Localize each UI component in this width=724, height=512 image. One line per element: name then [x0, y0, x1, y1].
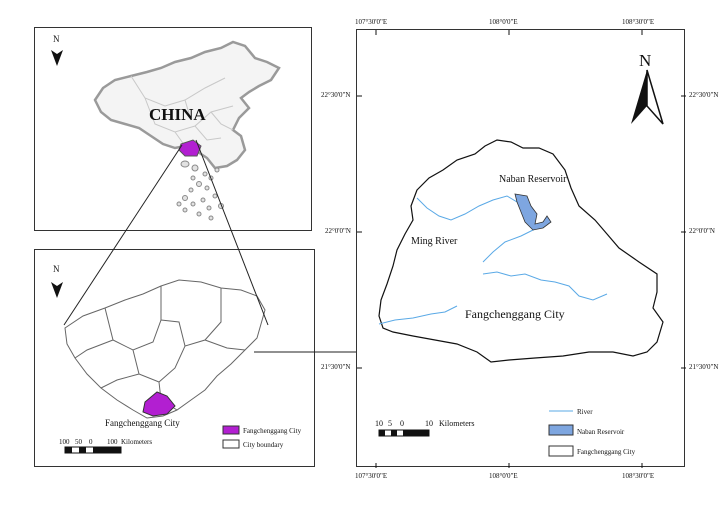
region-city-label: Fangchenggang City: [105, 418, 180, 428]
bottom-tick-1: 107°30'0"E: [355, 472, 388, 480]
detail-legend: River Naban Reservoir Fangchenggang City: [548, 408, 636, 457]
north-arrow-icon: N: [51, 34, 63, 66]
region-scale-bar: 100 50 0 100 Kilometers: [59, 438, 152, 454]
right-tick-3: 21°30'0"N: [689, 363, 719, 371]
svg-text:Kilometers: Kilometers: [439, 419, 475, 428]
svg-text:100: 100: [107, 438, 118, 446]
bottom-tick-2: 108°0'0"E: [489, 472, 518, 480]
river-label: Ming River: [411, 236, 458, 247]
region-map-svg: Fangchenggang City N 100 50 0 100 Kilome…: [51, 264, 302, 454]
region-map-panel: Fangchenggang City N 100 50 0 100 Kilome…: [34, 249, 315, 467]
naban-reservoir: [514, 193, 552, 231]
svg-text:Fangchenggang City: Fangchenggang City: [243, 427, 302, 435]
region-highlight-city: [142, 391, 176, 417]
svg-text:N: N: [53, 264, 60, 274]
svg-text:N: N: [639, 51, 651, 70]
top-tick-2: 108°0'0"E: [489, 18, 518, 26]
svg-text:City boundary: City boundary: [243, 441, 284, 449]
north-arrow-icon: N: [51, 264, 63, 298]
reservoir-label: Naban Reservoir: [499, 174, 567, 185]
svg-text:Kilometers: Kilometers: [121, 438, 152, 446]
north-arrow-icon: N: [631, 51, 664, 125]
right-tick-2: 22°0'0"N: [689, 227, 715, 235]
south-sea-islands: [176, 164, 224, 221]
right-tick-1: 22°30'0"N: [689, 91, 719, 99]
bottom-tick-3: 108°30'0"E: [622, 472, 655, 480]
top-tick-1: 107°30'0"E: [355, 18, 388, 26]
svg-text:Naban Reservoir: Naban Reservoir: [577, 428, 625, 436]
svg-text:0: 0: [400, 419, 404, 428]
china-label: CHINA: [149, 105, 206, 124]
china-map-svg: CHINA N: [51, 34, 281, 221]
left-tick-1: 22°30'0"N: [321, 91, 351, 99]
detail-map-svg: Naban Reservoir Ming River Fangchenggang…: [357, 30, 686, 468]
svg-text:50: 50: [75, 438, 83, 446]
detail-scale-bar: 10 5 0 10 Kilometers: [375, 419, 475, 437]
detail-map-panel: Naban Reservoir Ming River Fangchenggang…: [356, 29, 686, 468]
region-legend: Fangchenggang City City boundary: [222, 425, 302, 449]
svg-text:10: 10: [425, 419, 433, 428]
svg-text:Fangchenggang City: Fangchenggang City: [577, 448, 636, 456]
rivers: [378, 195, 608, 325]
left-tick-2: 22°0'0"N: [325, 227, 351, 235]
svg-text:100: 100: [59, 438, 70, 446]
china-map-panel: CHINA N: [34, 27, 312, 231]
top-tick-3: 108°30'0"E: [622, 18, 655, 26]
city-boundary: [378, 139, 664, 363]
city-label: Fangchenggang City: [465, 307, 565, 321]
left-tick-3: 21°30'0"N: [321, 363, 351, 371]
svg-text:10: 10: [375, 419, 383, 428]
svg-text:River: River: [577, 408, 593, 416]
svg-text:0: 0: [89, 438, 93, 446]
svg-text:5: 5: [388, 419, 392, 428]
svg-text:N: N: [53, 34, 60, 44]
